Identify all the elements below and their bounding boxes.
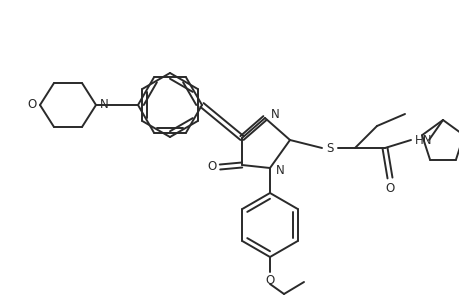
Text: HN: HN (414, 134, 431, 146)
Text: N: N (275, 164, 284, 178)
Text: N: N (270, 107, 279, 121)
Text: S: S (325, 142, 333, 154)
Text: O: O (265, 274, 274, 286)
Text: O: O (28, 98, 37, 112)
Text: O: O (385, 182, 394, 194)
Text: O: O (207, 160, 216, 173)
Text: N: N (100, 98, 108, 112)
